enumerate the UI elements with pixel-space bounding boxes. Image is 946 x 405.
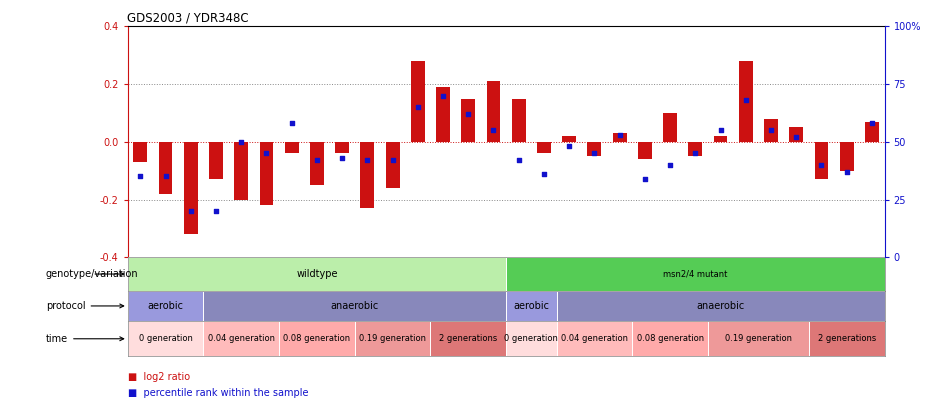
Text: protocol: protocol [46, 301, 124, 311]
Bar [235, 142, 248, 200]
Bar [279, 321, 355, 356]
Bar [259, 142, 273, 205]
Bar [764, 119, 778, 142]
Bar [689, 142, 702, 156]
Bar [411, 61, 425, 142]
Bar [506, 291, 556, 321]
Point [865, 120, 880, 127]
Text: time: time [46, 334, 124, 344]
Bar [789, 128, 803, 142]
Bar [537, 142, 551, 153]
Text: ■  percentile rank within the sample: ■ percentile rank within the sample [128, 388, 308, 398]
Bar [632, 321, 708, 356]
Bar [663, 113, 677, 142]
Point [587, 150, 602, 157]
Point [158, 173, 173, 180]
Bar [708, 321, 809, 356]
Bar [556, 291, 885, 321]
Bar [430, 321, 506, 356]
Text: 0.08 generation: 0.08 generation [637, 334, 704, 343]
Bar [486, 81, 500, 142]
Bar [739, 61, 753, 142]
Point [284, 120, 299, 127]
Point [234, 139, 249, 145]
Point [536, 171, 552, 177]
Point [662, 162, 677, 168]
Text: GDS2003 / YDR348C: GDS2003 / YDR348C [127, 11, 249, 24]
Bar [335, 142, 349, 153]
Point [562, 143, 577, 150]
Point [359, 157, 375, 164]
Bar [512, 98, 526, 142]
Text: 0.08 generation: 0.08 generation [284, 334, 350, 343]
Bar [865, 122, 879, 142]
Point [461, 111, 476, 117]
Text: genotype/variation: genotype/variation [46, 269, 139, 279]
Point [763, 127, 779, 134]
Text: aerobic: aerobic [148, 301, 184, 311]
Text: 0 generation: 0 generation [139, 334, 192, 343]
Point [789, 134, 804, 141]
Point [638, 175, 653, 182]
Point [385, 157, 400, 164]
Text: ■  log2 ratio: ■ log2 ratio [128, 372, 190, 382]
Text: 0.04 generation: 0.04 generation [561, 334, 628, 343]
Point [511, 157, 526, 164]
Text: 2 generations: 2 generations [817, 334, 876, 343]
Text: 0.19 generation: 0.19 generation [725, 334, 792, 343]
Text: 0 generation: 0 generation [504, 334, 558, 343]
Bar [840, 142, 853, 171]
Bar [203, 291, 506, 321]
Bar [462, 98, 475, 142]
Bar [506, 321, 556, 356]
Point [814, 162, 829, 168]
Bar [613, 133, 626, 142]
Point [335, 155, 350, 161]
Point [184, 208, 199, 214]
Bar [562, 136, 576, 142]
Bar [128, 257, 506, 291]
Point [208, 208, 223, 214]
Bar [128, 291, 203, 321]
Point [612, 132, 627, 138]
Bar [638, 142, 652, 159]
Text: 0.04 generation: 0.04 generation [208, 334, 274, 343]
Bar [184, 142, 198, 234]
Bar [556, 321, 632, 356]
Point [713, 127, 728, 134]
Text: 0.19 generation: 0.19 generation [359, 334, 426, 343]
Point [132, 173, 148, 180]
Bar [386, 142, 399, 188]
Point [259, 150, 274, 157]
Text: wildtype: wildtype [296, 269, 338, 279]
Point [435, 92, 450, 99]
Bar [209, 142, 223, 179]
Bar [815, 142, 829, 179]
Point [411, 104, 426, 111]
Bar [809, 321, 885, 356]
Bar [310, 142, 324, 185]
Bar [133, 142, 148, 162]
Point [738, 97, 753, 104]
Bar [128, 321, 203, 356]
Text: anaerobic: anaerobic [696, 301, 745, 311]
Point [309, 157, 324, 164]
Text: anaerobic: anaerobic [330, 301, 379, 311]
Point [688, 150, 703, 157]
Bar [713, 136, 727, 142]
Text: msn2/4 mutant: msn2/4 mutant [663, 270, 727, 279]
Point [839, 168, 854, 175]
Bar [203, 321, 279, 356]
Text: 2 generations: 2 generations [439, 334, 498, 343]
Bar [436, 87, 450, 142]
Bar [159, 142, 172, 194]
Bar [285, 142, 299, 153]
Point [486, 127, 501, 134]
Bar [355, 321, 430, 356]
Text: aerobic: aerobic [514, 301, 550, 311]
Bar [360, 142, 375, 208]
Bar [506, 257, 885, 291]
Bar [587, 142, 602, 156]
